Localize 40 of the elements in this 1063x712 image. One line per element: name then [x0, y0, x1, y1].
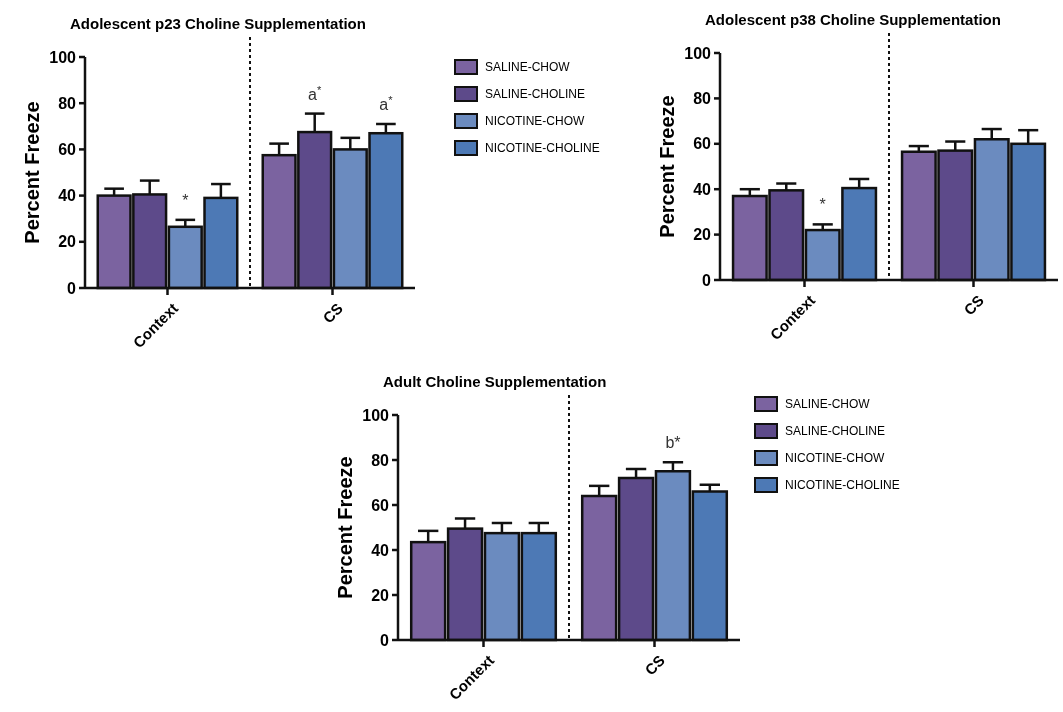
- y-tick-label: 0: [702, 271, 712, 289]
- chart-title: Adolescent p23 Choline Supplementation: [70, 15, 366, 32]
- y-tick-label: 20: [693, 226, 712, 244]
- y-axis-title: Percent Freeze: [334, 456, 356, 599]
- y-tick-label: 20: [371, 586, 390, 604]
- x-tick-label: CS: [641, 651, 669, 679]
- y-tick-label: 0: [380, 631, 390, 649]
- y-tick-label: 60: [371, 496, 390, 514]
- chart-title: Adolescent p38 Choline Supplementation: [705, 11, 1001, 28]
- y-tick-label: 40: [693, 180, 712, 198]
- y-tick-label: 80: [693, 90, 712, 107]
- legend-label: SALINE-CHOW: [785, 397, 871, 412]
- y-tick-label: 40: [58, 187, 77, 205]
- legend-label: NICOTINE-CHOW: [485, 114, 585, 129]
- x-tick-label: CS: [319, 299, 347, 327]
- annotation: a$^{*}$: [308, 83, 322, 103]
- y-tick-label: 20: [58, 233, 77, 251]
- x-tick-label: CS: [960, 291, 988, 319]
- legend-label: SALINE-CHOW: [485, 60, 571, 75]
- annotation: *: [182, 191, 189, 209]
- annotation: *: [819, 196, 826, 214]
- y-tick-label: 100: [49, 48, 77, 66]
- y-tick-label: 80: [58, 94, 77, 112]
- y-axis-title: Percent Freeze: [656, 95, 678, 238]
- y-tick-label: 0: [67, 279, 77, 297]
- y-tick-label: 100: [362, 406, 390, 424]
- annotation: a$^{*}$: [379, 93, 394, 113]
- y-tick-label: 40: [371, 541, 390, 559]
- y-tick-label: 60: [58, 141, 77, 158]
- chart-title: Adult Choline Supplementation: [383, 373, 607, 390]
- y-tick-label: 60: [693, 135, 712, 153]
- legend-label: NICOTINE-CHOLINE: [785, 478, 900, 493]
- legend-label: NICOTINE-CHOW: [785, 451, 885, 466]
- legend-label: SALINE-CHOLINE: [785, 424, 886, 439]
- legend-label: SALINE-CHOLINE: [485, 87, 586, 102]
- y-axis-title: Percent Freeze: [21, 101, 43, 244]
- y-tick-label: 80: [371, 451, 390, 469]
- annotation: b*: [665, 434, 681, 452]
- y-tick-label: 100: [684, 44, 712, 62]
- legend-label: NICOTINE-CHOLINE: [485, 141, 600, 156]
